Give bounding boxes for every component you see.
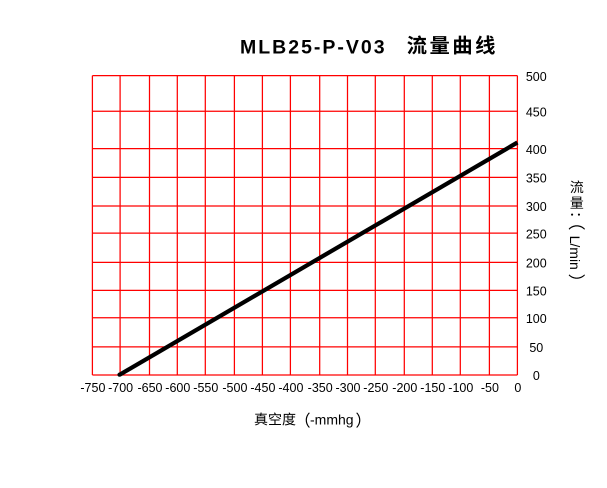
svg-text:-450: -450 (250, 381, 275, 395)
svg-text:0: 0 (514, 381, 521, 395)
svg-text:-500: -500 (222, 381, 247, 395)
svg-text:350: 350 (526, 172, 547, 186)
svg-text:-650: -650 (137, 381, 162, 395)
svg-text:-100: -100 (448, 381, 473, 395)
svg-text:-250: -250 (363, 381, 388, 395)
svg-text:0: 0 (533, 369, 540, 383)
svg-text:-200: -200 (392, 381, 417, 395)
svg-text:500: 500 (526, 70, 547, 84)
svg-text:-400: -400 (278, 381, 303, 395)
svg-text:L/min: L/min (567, 236, 583, 270)
svg-text:-50: -50 (481, 381, 499, 395)
svg-text:100: 100 (526, 312, 547, 326)
svg-text:-mmhg: -mmhg (310, 411, 354, 427)
svg-text:-600: -600 (165, 381, 190, 395)
svg-text:200: 200 (526, 257, 547, 271)
svg-text:150: 150 (526, 285, 547, 299)
svg-text:300: 300 (526, 200, 547, 214)
svg-text:50: 50 (529, 341, 543, 355)
svg-text:450: 450 (526, 106, 547, 120)
svg-text:-750: -750 (80, 381, 105, 395)
svg-text:MLB25-P-V03: MLB25-P-V03 (240, 37, 387, 59)
svg-text:-150: -150 (420, 381, 445, 395)
svg-text:-300: -300 (335, 381, 360, 395)
svg-text:-550: -550 (193, 381, 218, 395)
svg-text:-350: -350 (308, 381, 333, 395)
svg-text:400: 400 (526, 143, 547, 157)
svg-text:250: 250 (526, 227, 547, 241)
svg-text:-700: -700 (108, 381, 133, 395)
